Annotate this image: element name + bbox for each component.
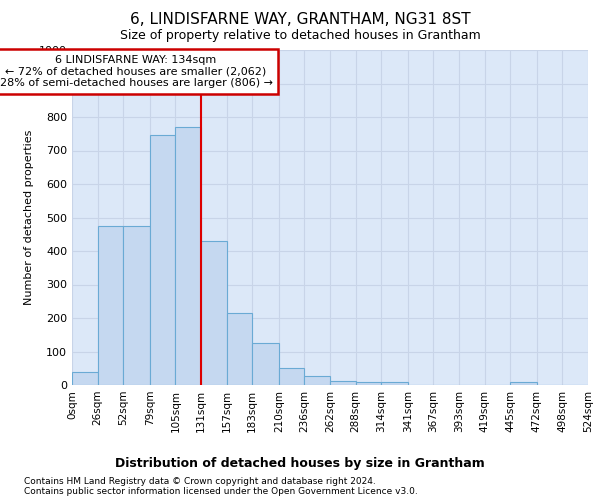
Bar — [279, 368, 304, 385]
Bar — [98, 226, 123, 385]
Bar — [304, 376, 330, 385]
Bar — [201, 241, 227, 385]
Bar — [252, 343, 279, 385]
Bar — [72, 372, 98, 385]
Text: Size of property relative to detached houses in Grantham: Size of property relative to detached ho… — [119, 29, 481, 42]
Text: 6, LINDISFARNE WAY, GRANTHAM, NG31 8ST: 6, LINDISFARNE WAY, GRANTHAM, NG31 8ST — [130, 12, 470, 28]
Bar — [175, 127, 201, 385]
Text: Contains public sector information licensed under the Open Government Licence v3: Contains public sector information licen… — [24, 487, 418, 496]
Y-axis label: Number of detached properties: Number of detached properties — [23, 130, 34, 305]
Text: 6 LINDISFARNE WAY: 134sqm
← 72% of detached houses are smaller (2,062)
28% of se: 6 LINDISFARNE WAY: 134sqm ← 72% of detac… — [0, 55, 272, 88]
Bar — [330, 380, 356, 385]
Bar — [381, 382, 408, 385]
Bar — [150, 136, 175, 385]
Bar — [227, 313, 252, 385]
Bar — [123, 226, 150, 385]
Text: Contains HM Land Registry data © Crown copyright and database right 2024.: Contains HM Land Registry data © Crown c… — [24, 477, 376, 486]
Bar — [510, 382, 537, 385]
Text: Distribution of detached houses by size in Grantham: Distribution of detached houses by size … — [115, 458, 485, 470]
Bar — [356, 382, 381, 385]
